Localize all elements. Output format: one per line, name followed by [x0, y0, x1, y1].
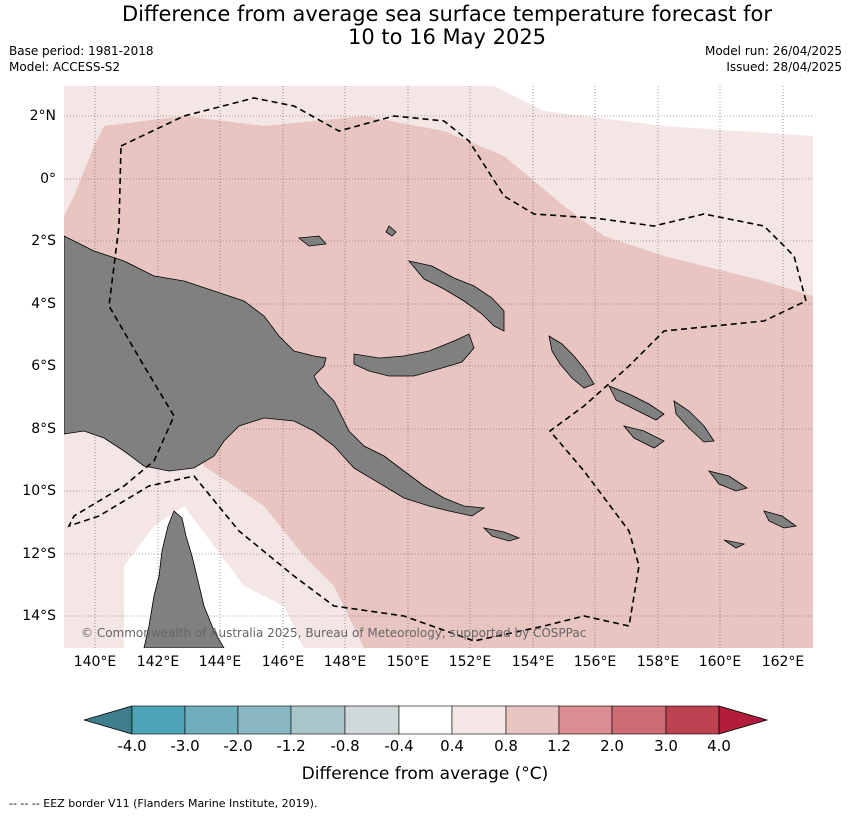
colorbar-bin-5 [344, 705, 400, 735]
land-new-guinea [64, 235, 486, 517]
eez-legend-note: -- -- -- EEZ border V11 (Flanders Marine… [9, 797, 318, 810]
lon-label-142e: 142°E [136, 654, 180, 670]
title-line-2: 10 to 16 May 2025 [347, 25, 547, 49]
colorbar-bin-8 [505, 705, 560, 735]
colorbar-extend-high [718, 705, 768, 735]
land-new-hanover [297, 235, 327, 247]
colorbar-bin-10 [611, 705, 667, 735]
sst-map [64, 86, 813, 648]
lon-label-146e: 146°E [261, 654, 305, 670]
land-masses [64, 225, 798, 648]
lon-label-160e: 160°E [698, 654, 742, 670]
lat-label-2s: 2°S [31, 233, 56, 249]
cb-tick-9: 1.2 [547, 737, 571, 755]
land-santa-isabel [608, 385, 665, 421]
lat-label-2n: 2°N [29, 108, 56, 124]
lon-label-158e: 158°E [636, 654, 680, 670]
colorbar-label: Difference from average (°C) [301, 764, 549, 784]
land-louisiade [482, 527, 521, 542]
cb-tick-11: 3.0 [654, 737, 678, 755]
land-manus [385, 225, 397, 237]
colorbar [84, 705, 768, 735]
lat-label-10s: 10°S [22, 483, 56, 499]
cb-tick-2: -3.0 [170, 737, 200, 755]
meta-left: Base period: 1981-2018 Model: ACCESS-S2 [9, 43, 154, 75]
lon-label-144e: 144°E [198, 654, 242, 670]
colorbar-bin-3 [237, 705, 292, 735]
land-bougainville [548, 335, 595, 389]
colorbar-bin-9 [558, 705, 613, 735]
meta-right: Model run: 26/04/2025 Issued: 28/04/2025 [705, 43, 842, 75]
colorbar-bin-6 [398, 705, 453, 735]
map-panel [64, 86, 813, 648]
anomaly-band-high [64, 116, 813, 648]
base-period: Base period: 1981-2018 [9, 44, 154, 58]
cb-tick-6: -0.4 [384, 737, 414, 755]
lat-label-8s: 8°S [31, 421, 56, 437]
anomaly-band-neutral-north [494, 86, 813, 136]
lat-label-6s: 6°S [31, 358, 56, 374]
cb-tick-3: -2.0 [223, 737, 253, 755]
colorbar-bin-2 [184, 705, 239, 735]
land-new-georgia [622, 425, 665, 449]
colorbar-extend-low [84, 705, 133, 735]
lat-label-4s: 4°S [31, 296, 56, 312]
land-malaita [673, 400, 715, 443]
lon-label-150e: 150°E [386, 654, 430, 670]
colorbar-bin-11 [665, 705, 720, 735]
colorbar-bin-7 [451, 705, 507, 735]
land-makira [763, 510, 798, 529]
land-guadalcanal [707, 470, 748, 492]
lon-label-156e: 156°E [573, 654, 617, 670]
copyright-notice: © Commonwealth of Australia 2025, Bureau… [81, 626, 587, 640]
cb-tick-5: -0.8 [330, 737, 360, 755]
lon-label-154e: 154°E [511, 654, 555, 670]
title-line-1: Difference from average sea surface temp… [122, 2, 772, 26]
lat-label-0: 0° [40, 171, 56, 187]
colorbar-bin-4 [290, 705, 346, 735]
lat-label-12s: 12°S [22, 546, 56, 562]
cb-tick-7: 0.4 [440, 737, 464, 755]
lat-label-14s: 14°S [22, 608, 56, 624]
lon-label-148e: 148°E [323, 654, 367, 670]
graticule [64, 86, 813, 648]
model-name: Model: ACCESS-S2 [9, 60, 121, 74]
cb-tick-10: 2.0 [600, 737, 624, 755]
cb-tick-8: 0.8 [494, 737, 518, 755]
land-cape-york [143, 510, 225, 648]
cb-tick-12: 4.0 [707, 737, 731, 755]
lon-label-162e: 162°E [761, 654, 805, 670]
land-new-britain [353, 333, 475, 377]
land-new-ireland [407, 260, 505, 332]
lon-label-140e: 140°E [73, 654, 117, 670]
model-run: Model run: 26/04/2025 [704, 44, 842, 58]
eez-border [67, 97, 807, 642]
lon-label-152e: 152°E [448, 654, 492, 670]
issued-date: Issued: 28/04/2025 [726, 60, 842, 74]
chart-title: Difference from average sea surface temp… [0, 3, 850, 49]
land-rennell [723, 539, 746, 549]
colorbar-bin-1 [131, 705, 186, 735]
cb-tick-4: -1.2 [276, 737, 306, 755]
cb-tick-1: -4.0 [117, 737, 147, 755]
